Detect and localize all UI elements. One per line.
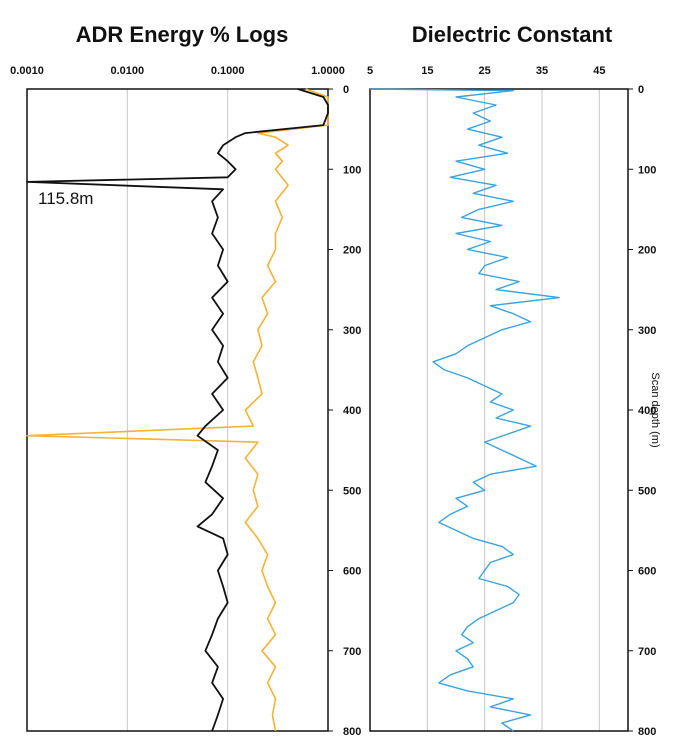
right-x-tick-label: 35 [536, 65, 548, 77]
orange-energy-series-line [26, 88, 329, 732]
right-x-tick-label: 15 [421, 65, 433, 77]
left-y-tick-label: 800 [343, 726, 361, 738]
dielectric-series-line [369, 88, 560, 732]
left-x-tick-label: 0.0100 [111, 65, 145, 77]
right-x-tick-label: 5 [367, 65, 373, 77]
left-x-tick-label: 1.0000 [311, 65, 345, 77]
right-y-ticks: 0 100 200 300 400 500 600 700 800 [628, 84, 656, 738]
right-y-tick-label: 300 [638, 325, 656, 337]
right-y-tick-label: 400 [638, 405, 656, 417]
depth-annotation-label: 115.8m [38, 189, 93, 208]
right-y-tick-label: 100 [638, 164, 656, 176]
left-y-ticks: 0 100 200 300 400 500 600 700 800 [328, 84, 361, 738]
right-x-tick-labels: 5 15 25 35 45 [367, 65, 606, 77]
left-y-tick-label: 100 [343, 164, 361, 176]
left-x-tick-labels: 0.0010 0.0100 0.1000 1.0000 [10, 65, 345, 77]
right-x-tick-label: 25 [479, 65, 491, 77]
right-y-tick-label: 200 [638, 245, 656, 257]
right-series-group [369, 88, 560, 732]
left-x-tick-label: 0.0010 [10, 65, 44, 77]
right-y-tick-label: 800 [638, 726, 656, 738]
right-y-tick-label: 700 [638, 646, 656, 658]
right-plot-frame [369, 88, 629, 732]
left-gridlines [126, 89, 229, 731]
left-y-tick-label: 300 [343, 325, 361, 337]
left-series-group [26, 88, 329, 732]
left-y-tick-label: 500 [343, 485, 361, 497]
right-x-tick-label: 45 [593, 65, 605, 77]
left-y-tick-label: 400 [343, 405, 361, 417]
left-y-tick-label: 700 [343, 646, 361, 658]
left-chart-title: ADR Energy % Logs [76, 22, 289, 47]
black-energy-series-line [26, 88, 329, 732]
right-chart-title: Dielectric Constant [412, 22, 613, 47]
left-plot-frame [26, 88, 329, 732]
left-y-tick-label: 0 [343, 84, 349, 96]
left-x-tick-label: 0.1000 [211, 65, 245, 77]
left-y-tick-label: 600 [343, 566, 361, 578]
right-y-tick-label: 600 [638, 566, 656, 578]
right-y-tick-label: 0 [638, 84, 644, 96]
right-y-axis-label: Scan depth (m) [649, 372, 661, 447]
right-y-tick-label: 500 [638, 485, 656, 497]
left-y-tick-label: 200 [343, 245, 361, 257]
